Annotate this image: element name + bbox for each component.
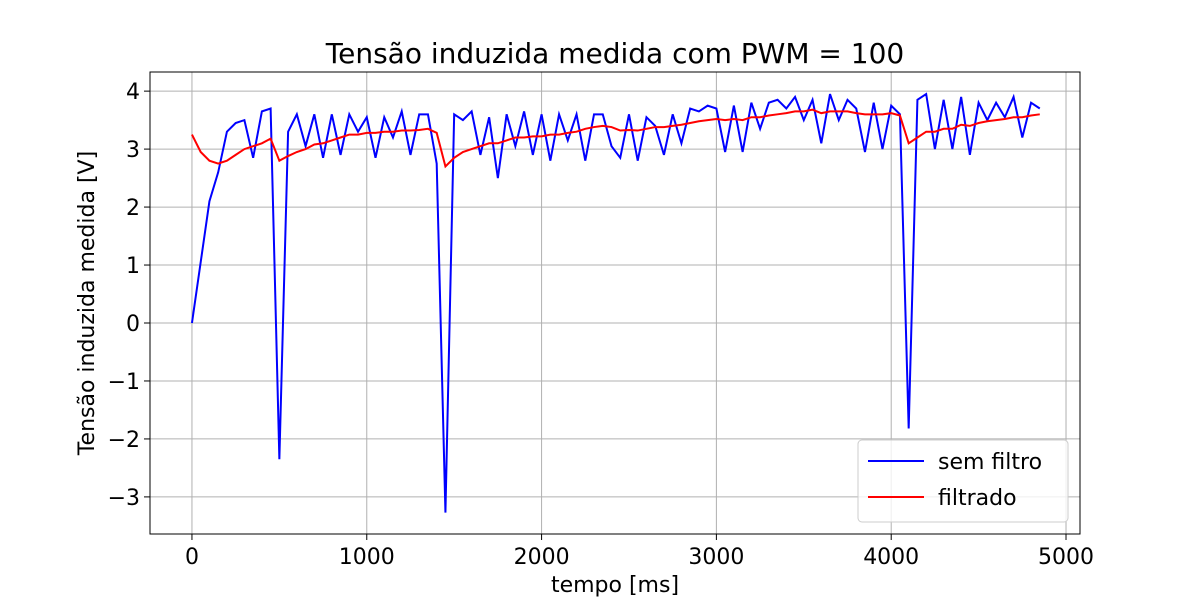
y-tick-label: −3 [108, 486, 140, 511]
y-tick-label: −2 [108, 428, 140, 453]
y-tick-label: 0 [126, 312, 140, 337]
y-tick-label: −1 [108, 370, 140, 395]
y-tick-label: 4 [126, 80, 140, 105]
y-tick-label: 3 [126, 138, 140, 163]
x-tick-label: 2000 [514, 545, 570, 570]
x-tick-label: 3000 [688, 545, 744, 570]
x-tick-label: 0 [185, 545, 199, 570]
x-tick-label: 4000 [863, 545, 919, 570]
data-line [190, 92, 1041, 513]
legend-label: sem filtro [938, 450, 1042, 475]
y-tick-label: 1 [126, 254, 140, 279]
x-tick-label: 1000 [339, 545, 395, 570]
plot-frame [149, 71, 1081, 535]
x-tick-label: 5000 [1038, 545, 1094, 570]
data-line [191, 108, 1040, 169]
x-axis-label: tempo [ms] [551, 573, 679, 598]
legend-label: filtrado [938, 486, 1017, 511]
y-tick-label: 2 [126, 196, 140, 221]
y-axis-label: Tensão induzida medida [V] [75, 151, 100, 456]
chart-title: Tensão induzida medida com PWM = 100 [325, 37, 904, 70]
